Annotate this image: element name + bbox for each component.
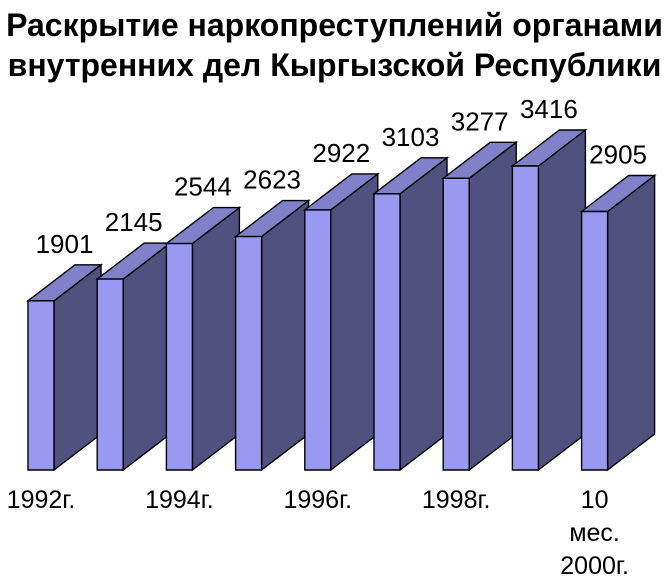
- bar-group: [441, 140, 519, 472]
- chart-title-line2: внутренних дел Кыргызской Республики: [7, 47, 662, 83]
- bar-side-face: [122, 241, 171, 472]
- bar-value-label: 3416: [520, 94, 578, 124]
- chart-title: Раскрытие наркопреступлений органами вну…: [0, 5, 669, 85]
- bar-group: [95, 241, 173, 472]
- bar-value-label: 2905: [589, 140, 647, 170]
- bar-side-face: [537, 128, 587, 472]
- bar-front-face: [304, 209, 332, 471]
- bar-value-label: 2922: [312, 138, 370, 168]
- bar-front-face: [511, 165, 540, 471]
- bar-group: [371, 156, 450, 472]
- bar-front-face: [373, 193, 401, 471]
- bar-side-face: [468, 140, 517, 472]
- x-axis-label: 1996г.: [283, 486, 352, 514]
- x-axis-label: 1994г.: [145, 486, 214, 514]
- bar-group: [302, 172, 380, 472]
- x-axis-label: 10: [581, 486, 609, 514]
- bar-value-label: 3103: [382, 122, 440, 152]
- bar-group: [164, 206, 242, 472]
- bar-side-face: [260, 199, 310, 472]
- bar-group: [579, 174, 657, 472]
- bar-value-label: 2145: [105, 207, 163, 237]
- bar-side-face: [191, 206, 241, 472]
- bar-group: [233, 199, 311, 472]
- bar-front-face: [165, 242, 194, 471]
- bar-front-face: [580, 210, 609, 471]
- bar-front-face: [442, 177, 470, 471]
- bar-value-label: 2623: [243, 165, 301, 195]
- bar-side-face: [606, 174, 656, 472]
- x-axis-label: 1998г.: [422, 486, 491, 514]
- bar-front-face: [234, 235, 263, 471]
- bar-group: [25, 263, 104, 472]
- bar-value-label: 3277: [451, 106, 509, 136]
- bar-front-face: [27, 300, 55, 471]
- bar-side-face: [399, 156, 448, 472]
- bar-side-face: [330, 172, 379, 472]
- x-axis-label: 1992г.: [7, 486, 76, 514]
- bar-value-label: 2544: [174, 172, 232, 202]
- bar-front-face: [96, 278, 124, 471]
- bar-group: [510, 128, 588, 472]
- chart-title-line1: Раскрытие наркопреступлений органами: [6, 7, 663, 43]
- x-axis-label: мес.: [569, 519, 620, 547]
- x-axis-label: 2000г.: [560, 552, 629, 580]
- bar-value-label: 1901: [36, 229, 94, 259]
